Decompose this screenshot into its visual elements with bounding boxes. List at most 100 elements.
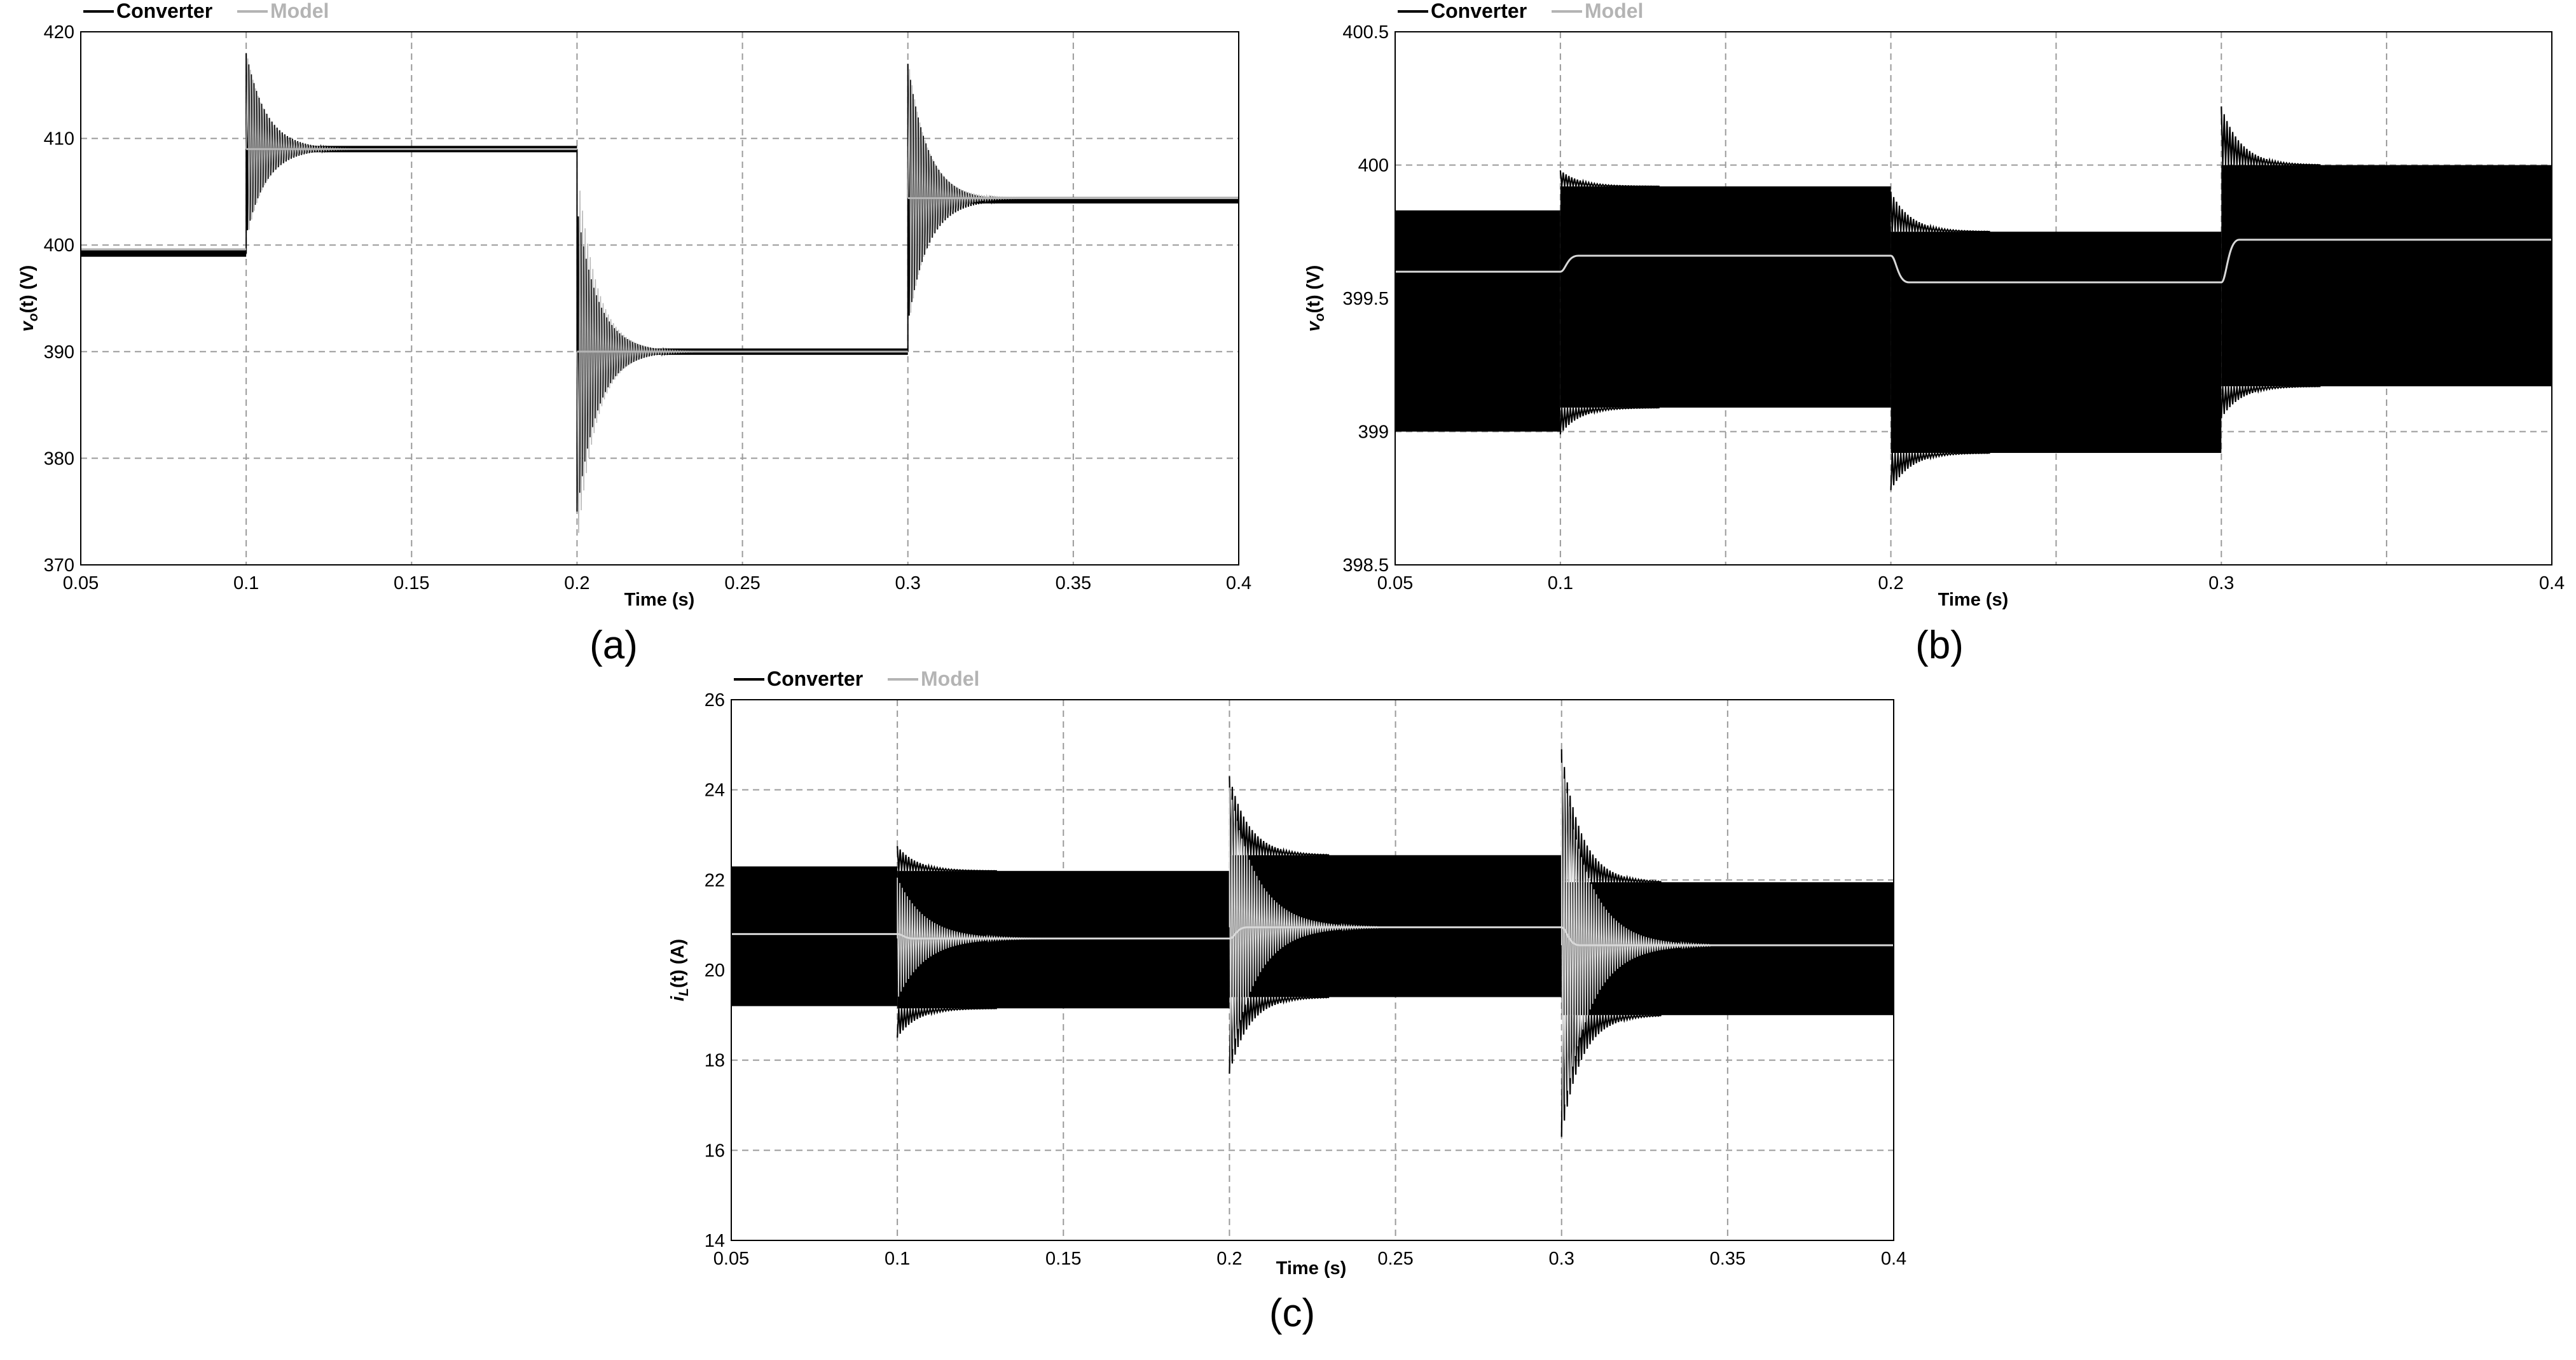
b-converter-trace	[1395, 106, 2552, 490]
converter-transient-lower	[1559, 405, 1660, 434]
model-transient	[245, 58, 364, 230]
x-tick-label: 0.15	[394, 573, 429, 593]
c-y-axis-label: iL(t) (A)	[668, 939, 691, 1001]
x-tick-label: 0.25	[724, 573, 760, 593]
b-x-ticks: 0.05 0.1 0.2 0.3 0.4	[1377, 573, 2565, 593]
y-tick-label: 26	[705, 690, 725, 711]
y-tick-label: 18	[705, 1051, 725, 1071]
converter-ripple-band	[1229, 855, 1562, 997]
y-tick-label: 24	[705, 781, 725, 801]
y-tick-label: 20	[705, 961, 725, 981]
model-transient	[907, 69, 1026, 313]
x-tick-label: 0.05	[713, 1249, 749, 1269]
b-plot-frame	[1395, 31, 2552, 566]
a-grid	[81, 32, 1239, 565]
x-tick-label: 0.2	[564, 573, 589, 593]
converter-ripple-band	[1561, 882, 1894, 1015]
x-tick-label: 0.05	[63, 573, 99, 593]
x-tick-label: 0.2	[1216, 1249, 1242, 1269]
x-tick-label: 0.35	[1056, 573, 1091, 593]
model-transient	[897, 877, 1047, 997]
b-y-ticks: 398.5 399 399.5 400 400.5	[1342, 22, 1389, 576]
x-tick-label: 0.15	[1045, 1249, 1081, 1269]
x-tick-label: 0.1	[885, 1249, 910, 1269]
a-model-trace	[81, 58, 1239, 533]
b-panel-caption: (b)	[1915, 623, 1964, 667]
a-y-ticks: 370 380 390 400 410 420	[44, 22, 74, 576]
converter-ripple-band	[1560, 186, 1891, 408]
c-plot-frame	[731, 699, 1894, 1241]
x-tick-label: 0.05	[1377, 573, 1413, 593]
x-tick-label: 0.3	[2208, 573, 2234, 593]
converter-transient	[907, 64, 1024, 352]
x-tick-label: 0.35	[1710, 1249, 1746, 1269]
legend-model-label: Model	[921, 667, 979, 690]
y-tick-label: 14	[705, 1231, 725, 1251]
converter-ripple-band	[1891, 232, 2222, 454]
converter-transient-lower	[1560, 1012, 1662, 1137]
y-tick-label: 22	[705, 870, 725, 891]
x-tick-label: 0.1	[233, 573, 259, 593]
a-plot-frame	[80, 31, 1239, 566]
legend-converter-label: Converter	[116, 0, 212, 22]
converter-transient-lower	[1890, 450, 1990, 490]
a-converter-trace	[81, 53, 1239, 512]
model-transient	[1560, 763, 1712, 1120]
model-transient	[576, 190, 695, 533]
y-tick-label: 400	[1358, 156, 1389, 176]
a-x-axis-label: Time (s)	[624, 590, 695, 610]
y-tick-label: 410	[44, 129, 74, 149]
a-legend: Converter Model	[83, 0, 329, 22]
converter-transient-upper	[1560, 749, 1662, 885]
converter-transient-upper	[1229, 776, 1330, 858]
x-tick-label: 0.4	[1881, 1249, 1906, 1269]
b-x-axis-label: Time (s)	[1938, 590, 2009, 610]
y-tick-label: 400.5	[1342, 22, 1389, 43]
converter-transient-lower	[2221, 383, 2321, 419]
panel-c: 0.05 0.1 0.15 0.2 0.25 0.3 0.35 0.4 14 16 18 20 22 2…	[668, 667, 1906, 1335]
legend-model-label: Model	[270, 0, 329, 22]
x-tick-label: 0.3	[895, 573, 921, 593]
x-tick-label: 0.4	[2539, 573, 2565, 593]
legend-converter-label: Converter	[767, 667, 863, 690]
converter-band	[907, 197, 1239, 204]
converter-transient-upper	[1890, 191, 1990, 235]
c-legend: Converter Model	[734, 667, 979, 690]
b-y-axis-label: vo(t) (V)	[1304, 265, 1327, 332]
legend-model-label: Model	[1585, 0, 1643, 22]
panel-b: 0.05 0.1 0.2 0.3 0.4 398.5 399 399.5 400 400.5 T…	[1304, 0, 2565, 667]
b-model-trace	[1395, 239, 2552, 284]
converter-ripple-band	[1395, 210, 1560, 432]
converter-transient-upper	[1559, 170, 1660, 190]
converter-ripple-band	[2221, 165, 2552, 387]
y-tick-label: 380	[44, 448, 74, 469]
model-transient	[1229, 788, 1380, 1061]
panel-a: 0.05 0.1 0.15 0.2 0.25 0.3 0.35 0.4 370 380 390 40…	[17, 0, 1251, 667]
c-x-axis-label: Time (s)	[1276, 1258, 1347, 1279]
converter-ripple-band	[897, 871, 1230, 1009]
a-x-ticks: 0.05 0.1 0.15 0.2 0.25 0.3 0.35 0.4	[63, 573, 1251, 593]
y-tick-label: 399.5	[1342, 289, 1389, 309]
converter-transient-lower	[1229, 994, 1330, 1074]
converter-transient-upper	[2221, 106, 2321, 168]
x-tick-label: 0.3	[1549, 1249, 1574, 1269]
c-x-ticks: 0.05 0.1 0.15 0.2 0.25 0.3 0.35 0.4	[713, 1249, 1906, 1269]
x-tick-label: 0.1	[1548, 573, 1573, 593]
y-tick-label: 370	[44, 555, 74, 576]
y-tick-label: 399	[1358, 422, 1389, 443]
legend-converter-label: Converter	[1431, 0, 1527, 22]
converter-transient-lower	[897, 1006, 997, 1038]
converter-transient	[576, 149, 694, 512]
c-panel-caption: (c)	[1269, 1291, 1315, 1335]
y-tick-label: 390	[44, 342, 74, 363]
y-tick-label: 16	[705, 1141, 725, 1161]
a-panel-caption: (a)	[589, 623, 638, 667]
converter-band	[81, 250, 247, 257]
x-tick-label: 0.2	[1878, 573, 1903, 593]
x-tick-label: 0.25	[1377, 1249, 1413, 1269]
b-legend: Converter Model	[1398, 0, 1643, 22]
c-model-trace	[731, 763, 1894, 1120]
y-tick-label: 398.5	[1342, 555, 1389, 576]
converter-transient-upper	[897, 846, 997, 874]
